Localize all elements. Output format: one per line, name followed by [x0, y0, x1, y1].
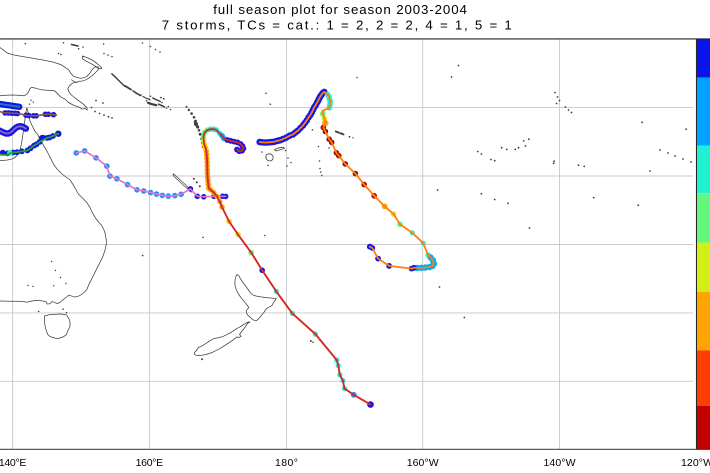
svg-text:160°E: 160°E [136, 457, 164, 469]
svg-text:7 storms, TCs = cat.: 1 = 2, 2: 7 storms, TCs = cat.: 1 = 2, 2 = 2, 4 = … [162, 18, 512, 33]
svg-text:160°W: 160°W [407, 457, 439, 469]
svg-text:140°W: 140°W [544, 457, 576, 469]
svg-text:140°E: 140°E [0, 457, 26, 469]
svg-text:180°: 180° [275, 457, 298, 469]
svg-text:120°W: 120°W [681, 457, 710, 469]
svg-text:full season plot for season 20: full season plot for season 2003-2004 [213, 2, 467, 17]
